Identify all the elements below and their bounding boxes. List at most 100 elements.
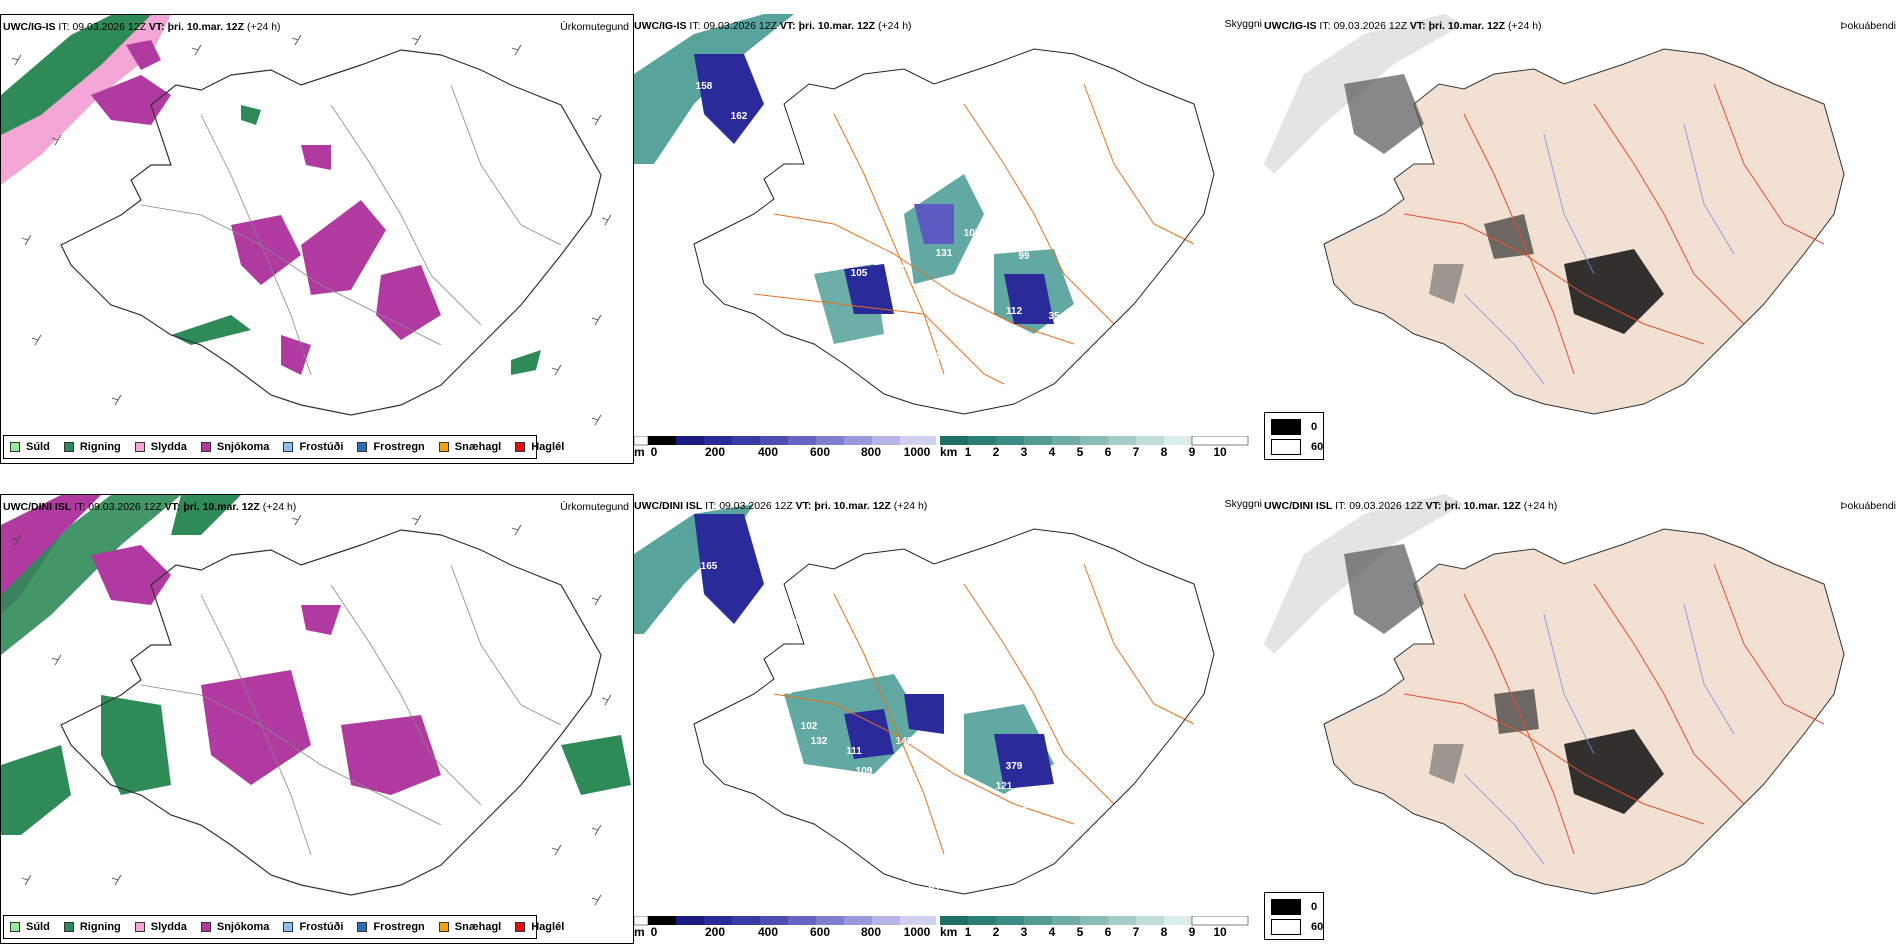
legend-item: Rigning (63, 921, 121, 933)
visibility-tick: 7 (1132, 925, 1140, 939)
precip-type-panel-row1: UWC/IG-IS IT: 09.03.2026 12Z VT: þri. 10… (0, 14, 634, 464)
legend-item: Slydda (134, 441, 187, 453)
swatch (1271, 419, 1301, 435)
model-name: UWC/IG-IS (1264, 20, 1317, 32)
ceiling-value-label: 104 (776, 46, 793, 57)
legend-label: Frostregn (373, 441, 425, 453)
ceiling-value-label: 118 (781, 146, 798, 157)
ceiling-tick: 200 (704, 445, 726, 459)
swatch (1271, 899, 1301, 915)
visibility-unit: km (940, 925, 958, 939)
ceiling-value-label: 379 (1006, 761, 1023, 772)
vt-value: þri. 10.mar. 12Z (1428, 20, 1506, 32)
visibility-tick: 3 (1020, 445, 1028, 459)
visibility-tick: 6 (1104, 925, 1112, 939)
ceiling-value-label: 78 (918, 339, 930, 350)
it-label: IT: (1335, 500, 1347, 512)
ceiling-unit: m (634, 445, 645, 459)
legend-label: Snjókoma (216, 921, 270, 933)
visibility-map: 104 158 162 82 118 113 92 105 97 131 52 99 107 95 3590… (634, 14, 1215, 415)
swatch (1271, 919, 1301, 935)
lead-time: (+24 h) (246, 21, 281, 33)
fog-key-label: 0 (1311, 901, 1318, 913)
ceiling-value-label: 112 (1006, 306, 1023, 317)
legend-item: Frostregn (357, 441, 425, 453)
legend-label: Frostúði (299, 921, 344, 933)
ceiling-value-label: 109 (856, 766, 873, 777)
precip-legend: Súld Rigning Slydda Snjókoma Frostúði Fr… (3, 915, 564, 939)
fog-map (1264, 14, 1845, 415)
vt-value: þri. 10.mar. 12Z (798, 20, 876, 32)
vt-label: VT: (1409, 20, 1426, 32)
it-value: 09.03.2026 12Z (88, 501, 162, 513)
legend-item: Snjókoma (200, 441, 270, 453)
lead-time: (+24 h) (893, 500, 928, 512)
legend-label: Frostregn (373, 921, 425, 933)
visibility-panel-row2: 165 118 67 94 87 80 177 108 102 132 111 149 67 109 104… (634, 494, 1264, 944)
swatch (10, 922, 20, 932)
ceiling-value-label: 149 (896, 736, 913, 747)
ceiling-value-label: 107 (964, 228, 981, 239)
fog-key-row: 60 (1271, 919, 1323, 935)
visibility-tick: 1 (964, 925, 972, 939)
legend-label: Snæhagl (454, 441, 502, 453)
ceiling-value-label: 90 (1063, 331, 1075, 342)
it-label: IT: (58, 21, 70, 33)
model-name: UWC/IG-IS (3, 21, 56, 33)
visibility-tick: 10 (1213, 925, 1227, 939)
ceiling-value-label: 80 (743, 646, 755, 657)
visibility-tick: 6 (1104, 445, 1112, 459)
visibility-unit: km (940, 445, 958, 459)
legend-item: Rigning (63, 441, 121, 453)
model-name: UWC/DINI ISL (1264, 500, 1333, 512)
fog-key-label: 60 (1311, 441, 1324, 453)
it-value: 09.03.2026 12Z (719, 500, 793, 512)
legend-item: Snæhagl (438, 441, 502, 453)
fog-key-row1: 0 60 (1264, 412, 1324, 460)
vt-label: VT: (148, 21, 165, 33)
ceiling-value-label: 124 (931, 351, 948, 362)
swatch (63, 922, 74, 932)
vt-label: VT: (1425, 500, 1442, 512)
visibility-tick: 8 (1160, 925, 1168, 939)
legend-item: Snæhagl (438, 921, 501, 933)
it-label: IT: (1319, 20, 1331, 32)
vt-label: VT: (795, 500, 812, 512)
visibility-colorbar: km 1 2 3 4 5 6 7 8 9 10 (940, 916, 1250, 944)
visibility-panel-row1: 104 158 162 82 118 113 92 105 97 131 52 99 107 95 35 90… (634, 14, 1264, 464)
swatch (515, 922, 526, 932)
ceiling-value-label: 144 (1076, 271, 1093, 282)
ceiling-tick: 1000 (903, 445, 931, 459)
ceiling-value-label: 82 (758, 136, 770, 147)
ceiling-tick: 0 (650, 925, 658, 939)
model-name: UWC/DINI ISL (3, 501, 72, 513)
ceiling-value-label: 119 (1011, 806, 1028, 817)
visibility-tick: 5 (1076, 445, 1084, 459)
visibility-tick: 2 (992, 445, 1000, 459)
swatch (357, 442, 368, 452)
legend-label: Rigning (79, 921, 121, 933)
swatch (283, 922, 294, 932)
fog-key-row: 0 (1271, 419, 1317, 435)
ceiling-value-label: 132 (811, 736, 828, 747)
lead-time: (+24 h) (877, 20, 912, 32)
fog-key-row: 0 (1271, 899, 1317, 915)
legend-label: Snjókoma (216, 441, 270, 453)
legend-label: Haglél (531, 921, 565, 933)
legend-item: Súld (10, 921, 50, 933)
visibility-tick: 10 (1213, 445, 1227, 459)
swatch (438, 442, 449, 452)
fog-panel-row2: UWC/DINI ISL IT: 09.03.2026 12Z VT: þri.… (1264, 494, 1900, 944)
vt-value: þri. 10.mar. 12Z (167, 21, 245, 33)
legend-label: Rigning (79, 441, 121, 453)
vt-value: þri. 10.mar. 12Z (1444, 500, 1521, 512)
it-value: 09.03.2026 12Z (1333, 20, 1407, 32)
ceiling-unit: m (634, 925, 645, 939)
legend-item: Haglél (515, 441, 564, 453)
panel-header: UWC/IG-IS IT: 09.03.2026 12Z VT: þri. 10… (634, 20, 912, 32)
legend-label: Slydda (150, 921, 187, 933)
ceiling-value-label: 97 (893, 264, 905, 275)
legend-item: Súld (10, 441, 50, 453)
ceiling-tick: 600 (809, 925, 831, 939)
